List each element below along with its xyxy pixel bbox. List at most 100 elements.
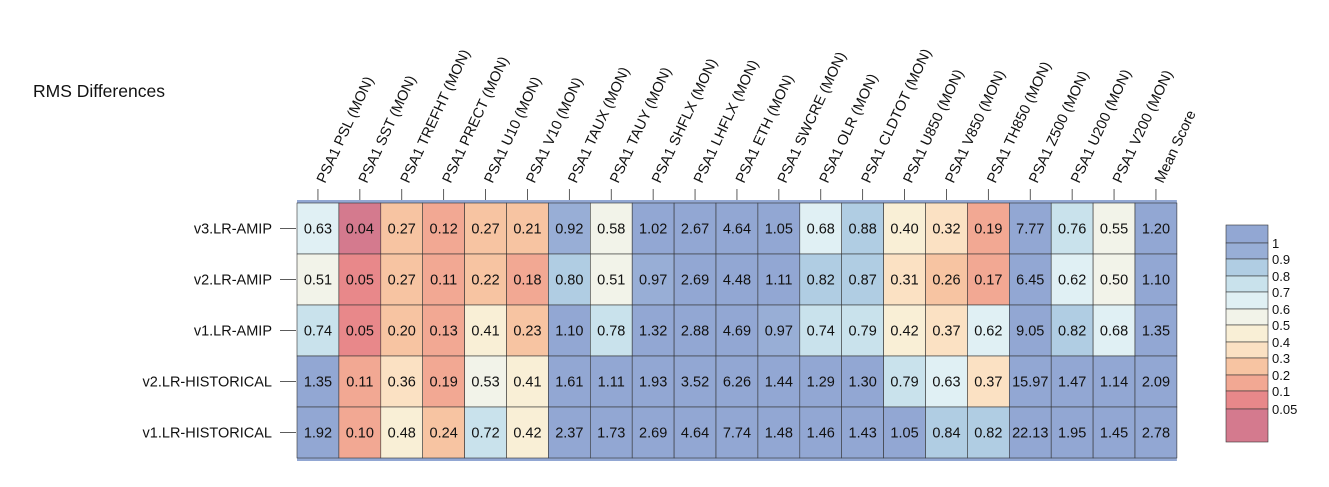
heatmap-cell: [799, 406, 842, 459]
colorbar-tick-label: 0.3: [1272, 351, 1290, 366]
heatmap-cell: [1134, 202, 1178, 255]
cell-value-label: 1.11: [765, 273, 792, 289]
colorbar-tick-label: 0.6: [1272, 302, 1290, 317]
heatmap-cell: [883, 202, 926, 255]
heatmap-cell: [1050, 406, 1094, 459]
cell-value-label: 0.84: [932, 426, 960, 442]
heatmap-cell: [673, 406, 717, 459]
cell-value-label: 1.14: [1100, 375, 1128, 391]
heatmap-cell: [925, 406, 968, 459]
heatmap-cell: [1050, 355, 1094, 408]
cell-value-label: 2.37: [555, 426, 583, 442]
cell-value-label: 0.79: [890, 375, 918, 391]
cell-value-label: 0.82: [974, 426, 1002, 442]
heatmap-cell: [631, 202, 675, 255]
row-label: v2.LR-HISTORICAL: [143, 375, 272, 391]
cell-value-label: 0.53: [471, 375, 499, 391]
heatmap-cell: [925, 253, 968, 306]
cell-value-label: 0.23: [513, 324, 541, 340]
colorbar-segment: [1225, 308, 1269, 326]
cell-value-label: 0.97: [765, 324, 793, 340]
colorbar-segment: [1225, 242, 1269, 260]
cell-value-label: 0.37: [974, 375, 1002, 391]
heatmap-cell: [631, 253, 675, 306]
chart-title: RMS Differences: [33, 81, 165, 101]
cell-value-label: 0.27: [388, 273, 416, 289]
cell-value-label: 0.19: [974, 222, 1002, 238]
heatmap-cell: [296, 253, 340, 306]
cell-value-label: 0.26: [932, 273, 960, 289]
cell-value-label: 6.45: [1016, 273, 1044, 289]
heatmap-cell: [548, 406, 591, 459]
cell-value-label: 0.82: [807, 273, 835, 289]
heatmap-cell: [631, 406, 675, 459]
colorbar-segment: [1225, 291, 1269, 310]
heatmap-cell: [1008, 406, 1052, 459]
cell-value-label: 4.64: [681, 426, 709, 442]
colorbar-tick-label: 0.5: [1272, 318, 1290, 333]
cell-value-label: 1.95: [1058, 426, 1086, 442]
heatmap-cell: [1008, 304, 1052, 357]
cell-value-label: 0.68: [1100, 324, 1128, 340]
cell-value-label: 9.05: [1016, 324, 1044, 340]
heatmap-cell: [548, 355, 591, 408]
heatmap-cell: [1092, 406, 1136, 459]
cell-value-label: 1.05: [890, 426, 918, 442]
cell-value-label: 0.04: [346, 222, 374, 238]
cell-value-label: 0.05: [346, 324, 374, 340]
cell-value-label: 0.17: [974, 273, 1002, 289]
cell-value-label: 0.51: [597, 273, 625, 289]
cell-value-label: 0.32: [932, 222, 960, 238]
heatmap-cell: [589, 355, 633, 408]
heatmap-cell: [338, 202, 382, 255]
heatmap-cell: [757, 253, 801, 306]
cell-value-label: 0.42: [890, 324, 918, 340]
cell-value-label: 7.77: [1016, 222, 1044, 238]
heatmap-cell: [506, 202, 549, 255]
heatmap-cell: [548, 304, 591, 357]
cell-value-label: 15.97: [1012, 375, 1048, 391]
heatmap-cell: [380, 406, 423, 459]
colorbar-segment: [1225, 324, 1269, 343]
heatmap-cell: [422, 355, 465, 408]
colorbar-segment: [1225, 275, 1269, 293]
cell-value-label: 0.24: [430, 426, 458, 442]
heatmap-cell: [380, 304, 423, 357]
heatmap-cell: [967, 304, 1010, 357]
heatmap-cell: [1092, 253, 1136, 306]
cell-value-label: 0.50: [1100, 273, 1128, 289]
cell-value-label: 0.42: [513, 426, 541, 442]
heatmap-cell: [296, 202, 340, 255]
cell-value-label: 0.19: [430, 375, 458, 391]
colorbar-tick-label: 0.9: [1272, 252, 1290, 267]
heatmap-cell: [1134, 406, 1178, 459]
heatmap-cell: [799, 202, 842, 255]
cell-value-label: 0.11: [346, 375, 373, 391]
heatmap-cell: [380, 253, 423, 306]
heatmap-cell: [967, 202, 1010, 255]
heatmap-cell: [673, 253, 717, 306]
heatmap-cell: [422, 253, 465, 306]
cell-value-label: 0.62: [974, 324, 1002, 340]
heatmap-cell: [1050, 253, 1094, 306]
cell-value-label: 0.51: [304, 273, 332, 289]
cell-value-label: 3.52: [681, 375, 709, 391]
heatmap-cell: [841, 406, 884, 459]
cell-value-label: 0.72: [471, 426, 499, 442]
heatmap-cell: [673, 304, 717, 357]
cell-value-label: 1.32: [639, 324, 667, 340]
cell-value-label: 0.05: [346, 273, 374, 289]
heatmap-cell: [506, 406, 549, 459]
heatmap-cell: [1008, 253, 1052, 306]
cell-value-label: 1.73: [597, 426, 625, 442]
heatmap-cell: [841, 304, 884, 357]
colorbar-tick-label: 0.8: [1272, 269, 1290, 284]
cell-value-label: 1.47: [1058, 375, 1086, 391]
heatmap-cell: [799, 355, 842, 408]
heatmap-cells: 0.63 0.04 0.27 0.12 0.27 0.21 0.92 0.58 1.02 2.67…: [296, 200, 1178, 461]
cell-value-label: 0.27: [388, 222, 416, 238]
cell-value-label: 0.79: [849, 324, 877, 340]
cell-value-label: 4.69: [723, 324, 751, 340]
heatmap-cell: [883, 406, 926, 459]
heatmap-cell: [1134, 253, 1178, 306]
